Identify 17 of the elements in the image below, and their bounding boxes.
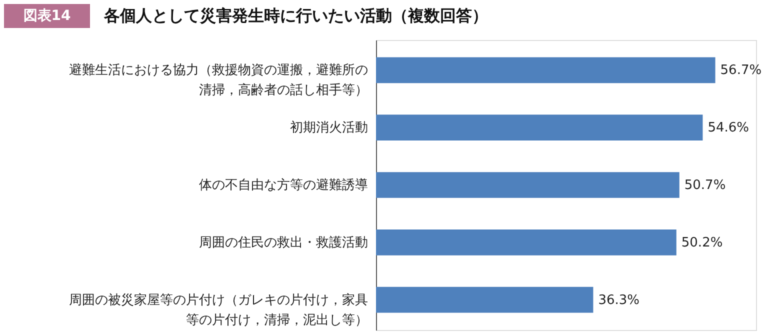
data-label: 50.7%	[684, 178, 726, 193]
y-tick-label: 体の不自由な方等の避難誘導	[199, 177, 368, 193]
y-tick-label: 周囲の住民の救出・救護活動	[199, 235, 368, 250]
bar	[376, 114, 703, 140]
text: 図表14	[23, 8, 71, 24]
chart-title: 各個人として災害発生時に行いたい活動（複数回答）	[103, 6, 488, 25]
y-tick-label: 周囲の被災家屋等の片付け（ガレキの片付け，家具等の片付け，清掃，泥出し等）	[69, 292, 368, 328]
y-tick-label: 初期消火活動	[290, 120, 368, 136]
bar	[376, 57, 716, 84]
y-tick-label: 避難生活における協力（救援物資の運搬，避難所の清掃，高齢者の話し相手等）	[69, 63, 368, 98]
data-label: 50.2%	[681, 235, 723, 250]
data-label: 56.7%	[720, 63, 762, 78]
bar	[376, 286, 594, 313]
bar	[376, 230, 676, 256]
data-label: 54.6%	[708, 120, 750, 136]
data-label: 36.3%	[598, 292, 640, 308]
bar	[376, 172, 680, 198]
